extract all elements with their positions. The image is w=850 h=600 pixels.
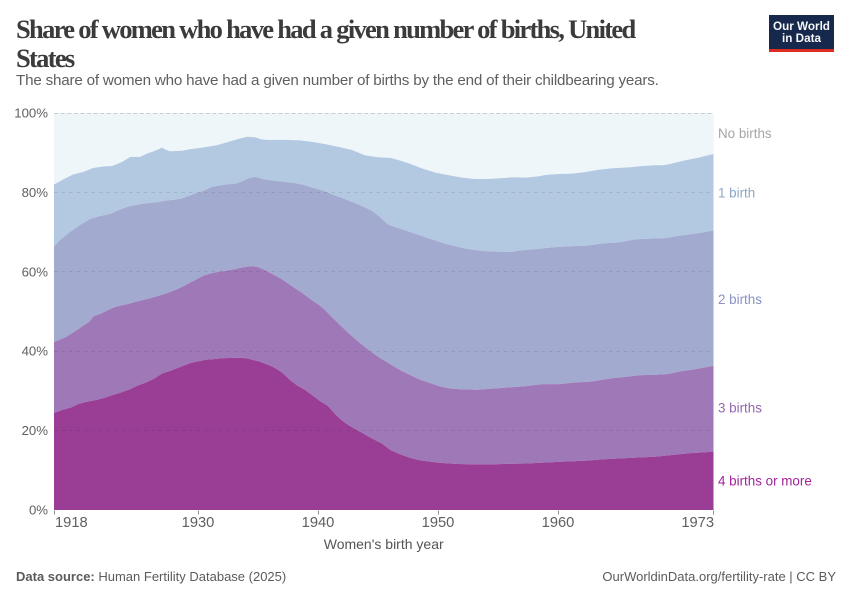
svg-text:60%: 60% bbox=[22, 264, 49, 279]
svg-text:1973: 1973 bbox=[681, 515, 714, 531]
svg-text:3 births: 3 births bbox=[718, 401, 762, 416]
svg-text:0%: 0% bbox=[29, 503, 48, 518]
svg-text:100%: 100% bbox=[14, 106, 48, 121]
svg-text:2 births: 2 births bbox=[718, 292, 762, 307]
svg-text:No births: No births bbox=[718, 126, 772, 141]
svg-text:1930: 1930 bbox=[182, 515, 215, 531]
svg-text:Women's birth year: Women's birth year bbox=[324, 536, 444, 552]
svg-text:20%: 20% bbox=[22, 423, 49, 438]
svg-text:40%: 40% bbox=[22, 344, 49, 359]
svg-text:1960: 1960 bbox=[542, 515, 575, 531]
svg-text:1918: 1918 bbox=[55, 515, 88, 531]
svg-text:1950: 1950 bbox=[422, 515, 455, 531]
svg-text:1 birth: 1 birth bbox=[718, 186, 755, 201]
svg-text:4 births or more: 4 births or more bbox=[718, 474, 812, 489]
svg-text:80%: 80% bbox=[22, 185, 49, 200]
svg-text:1940: 1940 bbox=[302, 515, 335, 531]
